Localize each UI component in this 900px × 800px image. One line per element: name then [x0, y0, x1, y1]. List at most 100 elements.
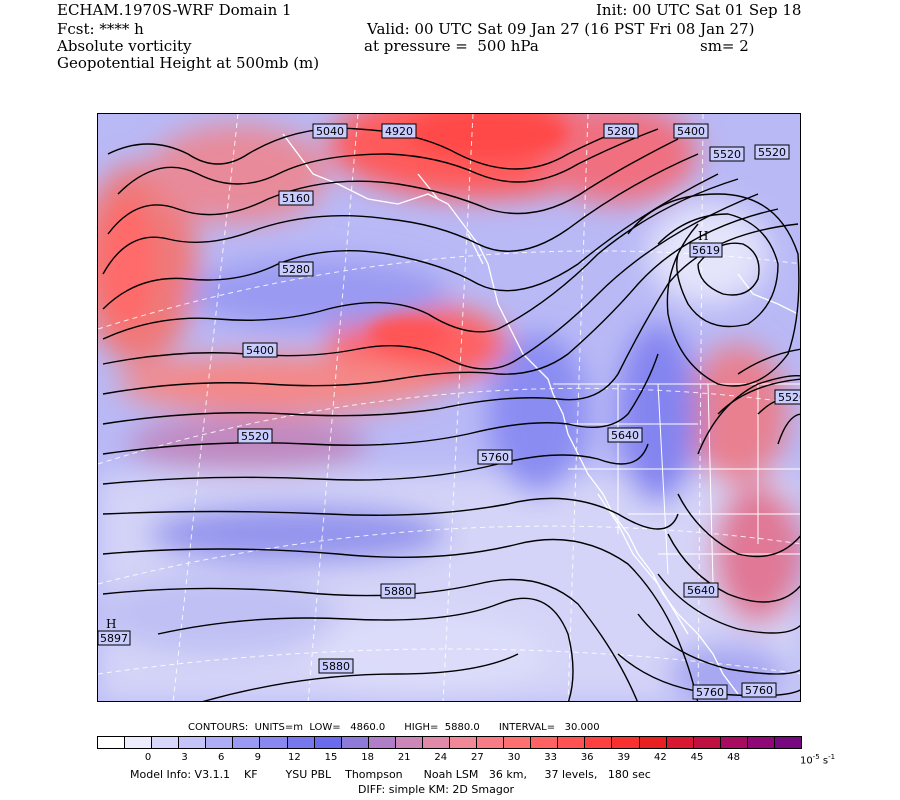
svg-text:5880: 5880: [322, 660, 350, 673]
colorbar-swatch: [666, 737, 694, 748]
colorbar-swatch: [477, 737, 505, 748]
colorbar: [97, 736, 802, 749]
colorbar-tick-label: 18: [361, 752, 374, 763]
colorbar-swatch: [747, 737, 775, 748]
contour-label: 5880: [380, 583, 416, 599]
colorbar-swatch: [368, 737, 396, 748]
colorbar-unit: 10-5 s-1: [800, 753, 836, 767]
colorbar-swatch: [395, 737, 423, 748]
svg-text:5760: 5760: [696, 686, 724, 699]
contour-label: 5280: [603, 123, 639, 139]
svg-text:H: H: [106, 617, 116, 631]
map-canvas: 5040 4920 5280 5400 5520 5520 5160 5280 5400 5520…: [98, 114, 801, 701]
valid-time: Valid: 00 UTC Sat 09 Jan 27 (16 PST Fri …: [367, 20, 755, 38]
smoothing: sm= 2: [700, 37, 749, 55]
contour-label: 5760: [741, 682, 777, 698]
colorbar-swatch: [639, 737, 667, 748]
colorbar-tick-label: 0: [144, 752, 152, 763]
colorbar-tick-label: 33: [544, 752, 557, 763]
colorbar-swatch: [260, 737, 288, 748]
colorbar-swatch: [693, 737, 721, 748]
contour-label: 5760: [477, 449, 513, 465]
colorbar-tick-label: 3: [181, 752, 188, 763]
colorbar-swatch: [504, 737, 532, 748]
colorbar-tick-label: 15: [324, 752, 338, 763]
field-name-vorticity: Absolute vorticity: [57, 37, 192, 55]
contour-label: 5520: [237, 428, 273, 444]
colorbar-swatch: [531, 737, 559, 748]
svg-text:5040: 5040: [316, 125, 344, 138]
colorbar-swatch: [206, 737, 234, 748]
state-borders: [553, 383, 800, 585]
colorbar-swatch: [450, 737, 478, 748]
colorbar-tick-label: 39: [617, 752, 631, 763]
svg-text:5160: 5160: [282, 192, 310, 205]
model-title: ECHAM.1970S-WRF Domain 1: [57, 1, 292, 19]
diffusion-info: DIFF: simple KM: 2D Smagor: [358, 783, 515, 796]
model-info: Model Info: V3.1.1 KF YSU PBL Thompson N…: [130, 768, 651, 781]
colorbar-swatch: [774, 737, 802, 748]
contour-labels: 5040 4920 5280 5400 5520 5520 5160 5280 5400 5520…: [237, 123, 801, 700]
init-time: Init: 00 UTC Sat 01 Sep 18: [596, 1, 802, 19]
colorbar-tick-label: 12: [288, 752, 301, 763]
colorbar-tick-label: 21: [397, 752, 411, 763]
svg-text:5760: 5760: [481, 451, 509, 464]
svg-text:5619: 5619: [692, 244, 720, 257]
svg-text:5400: 5400: [677, 125, 705, 138]
colorbar-swatch: [179, 737, 207, 748]
colorbar-tick-label: 27: [471, 752, 484, 763]
colorbar-swatch: [125, 737, 153, 748]
colorbar-swatch: [585, 737, 613, 748]
colorbar-swatch: [422, 737, 451, 748]
contour-label: 5520: [774, 389, 801, 405]
contour-label: 5640: [607, 427, 643, 443]
contour-label: 5520: [709, 146, 745, 162]
svg-text:5520: 5520: [241, 430, 269, 443]
pressure-level: at pressure = 500 hPa: [364, 37, 539, 55]
colorbar-swatch: [720, 737, 748, 748]
contour-label: 5760: [692, 684, 728, 700]
svg-text:5520: 5520: [758, 146, 786, 159]
contour-label: 5640: [683, 582, 719, 598]
svg-text:5520: 5520: [778, 391, 801, 404]
svg-text:H: H: [698, 229, 708, 243]
svg-text:5280: 5280: [282, 263, 310, 276]
lat-lon-grid: [98, 114, 800, 701]
colorbar-tick-label: 30: [507, 752, 521, 763]
contour-label: 5880: [318, 658, 354, 674]
colorbar-tick-label: 48: [727, 752, 740, 763]
contour-label: 5040: [312, 123, 348, 139]
contour-info: CONTOURS: UNITS=m LOW= 4860.0 HIGH= 5880…: [188, 722, 600, 733]
colorbar-tick-label: 9: [254, 752, 261, 763]
contour-label: 5160: [278, 190, 314, 206]
svg-text:5640: 5640: [687, 584, 715, 597]
colorbar-swatch: [612, 737, 640, 748]
colorbar-swatch: [558, 737, 586, 748]
contour-label: 5400: [242, 342, 278, 358]
colorbar-swatch: [233, 737, 261, 748]
colorbar-tick-label: 36: [580, 752, 594, 763]
colorbar-swatch: [152, 737, 180, 748]
colorbar-swatch: [314, 737, 342, 748]
contour-label: 5400: [673, 123, 709, 139]
svg-text:4920: 4920: [385, 125, 413, 138]
svg-text:5520: 5520: [713, 148, 741, 161]
contour-label: 5280: [278, 261, 314, 277]
svg-text:5897: 5897: [100, 632, 128, 645]
colorbar-tick-label: 42: [654, 752, 667, 763]
vorticity-core-shading: [103, 114, 568, 352]
svg-text:5760: 5760: [745, 684, 773, 697]
field-name-geopotential: Geopotential Height at 500mb (m): [57, 54, 320, 72]
contour-label: 5520: [754, 144, 790, 160]
svg-text:5640: 5640: [611, 429, 639, 442]
colorbar-swatch: [287, 737, 315, 748]
svg-text:5880: 5880: [384, 585, 412, 598]
forecast-hour: Fcst: **** h: [57, 20, 144, 38]
svg-text:5280: 5280: [607, 125, 635, 138]
colorbar-tick-label: 45: [690, 752, 704, 763]
height-contours: [102, 123, 800, 701]
colorbar-tick-label: 24: [434, 752, 448, 763]
